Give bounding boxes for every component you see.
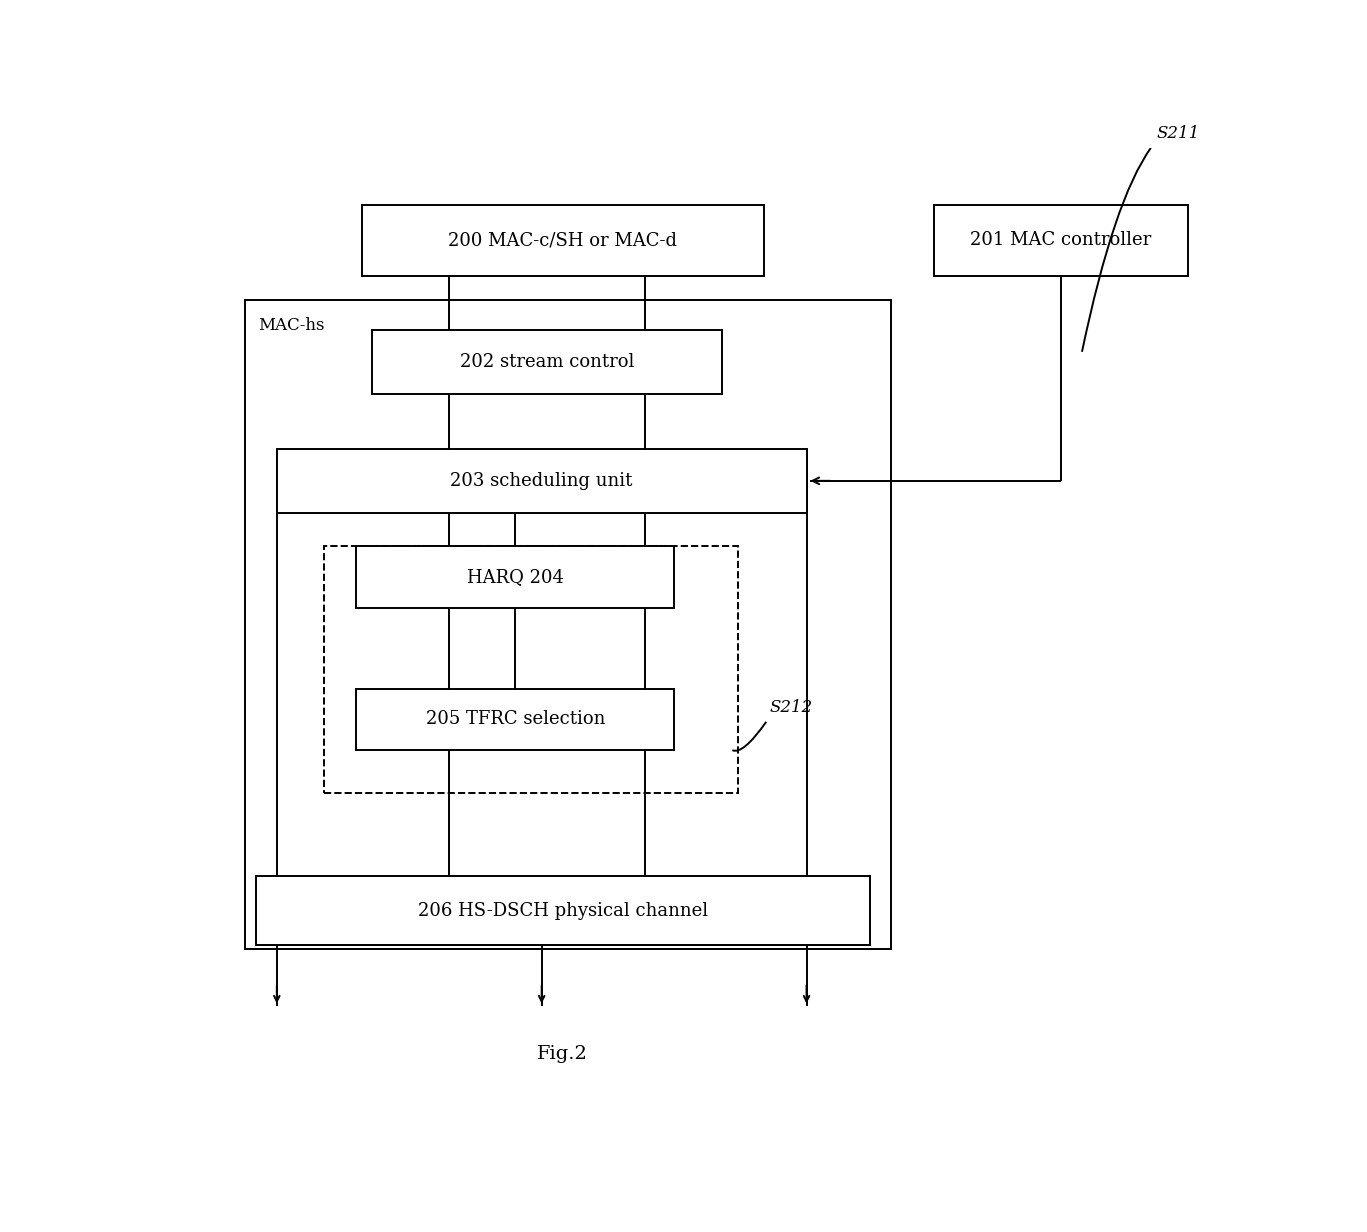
- Text: 203 scheduling unit: 203 scheduling unit: [451, 472, 633, 490]
- Text: 200 MAC-c/SH or MAC-d: 200 MAC-c/SH or MAC-d: [448, 232, 678, 249]
- Text: 202 stream control: 202 stream control: [459, 354, 634, 371]
- Bar: [357, 689, 674, 750]
- Bar: [276, 448, 807, 513]
- Bar: [245, 299, 891, 950]
- Text: 206 HS-DSCH physical channel: 206 HS-DSCH physical channel: [418, 902, 708, 919]
- Text: 201 MAC controller: 201 MAC controller: [971, 232, 1151, 249]
- Text: S211: S211: [1156, 126, 1199, 142]
- Bar: [324, 546, 738, 793]
- Bar: [256, 876, 869, 945]
- Bar: [361, 205, 764, 276]
- Bar: [357, 546, 674, 607]
- Text: S212: S212: [770, 699, 813, 716]
- Text: Fig.2: Fig.2: [537, 1045, 588, 1063]
- Text: HARQ 204: HARQ 204: [466, 568, 563, 586]
- Bar: [372, 330, 722, 394]
- Bar: [934, 205, 1188, 276]
- Text: 205 TFRC selection: 205 TFRC selection: [425, 711, 604, 728]
- Text: MAC-hs: MAC-hs: [258, 317, 324, 334]
